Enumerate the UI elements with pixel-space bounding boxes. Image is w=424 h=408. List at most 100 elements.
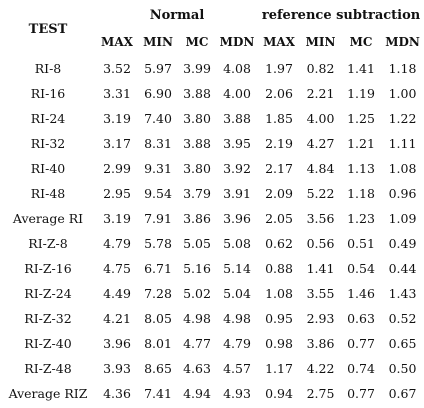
- table-cell: 4.08: [223, 61, 251, 76]
- table-cell: 1.08: [388, 161, 417, 176]
- row-label: RI-Z-8: [28, 236, 68, 251]
- table-cell: 5.78: [144, 236, 172, 251]
- sub-header-row: MAX MIN MC MDN MAX MIN MC MDN: [0, 28, 424, 56]
- table-cell: 5.08: [223, 236, 251, 251]
- row-label: RI-Z-40: [24, 336, 72, 351]
- table-cell: 2.99: [103, 161, 131, 176]
- table-cell: 6.71: [144, 261, 172, 276]
- table-cell: 8.01: [144, 336, 172, 351]
- table-cell: 2.09: [265, 186, 293, 201]
- row-label: RI-32: [30, 136, 66, 151]
- table-cell: 3.52: [103, 61, 131, 76]
- table-cell: 0.98: [265, 336, 293, 351]
- table-cell: 4.57: [223, 361, 251, 376]
- table-cell: 9.54: [144, 186, 172, 201]
- table-cell: 0.74: [347, 361, 375, 376]
- table-row: RI-Z-32 4.21 8.05 4.98 4.98 0.95 2.93 0.63 0.52: [0, 306, 424, 331]
- table-cell: 0.44: [388, 261, 417, 276]
- table-cell: 4.00: [223, 86, 251, 101]
- table-cell: 0.77: [347, 386, 375, 401]
- table-cell: 3.79: [183, 186, 211, 201]
- table-row: RI-Z-16 4.75 6.71 5.16 5.14 0.88 1.41 0.54 0.44: [0, 256, 424, 281]
- table-cell: 3.88: [223, 111, 251, 126]
- table-cell: 1.19: [347, 86, 375, 101]
- table-cell: 4.21: [103, 311, 131, 326]
- table-cell: 4.98: [223, 311, 251, 326]
- row-label: RI-Z-16: [24, 261, 72, 276]
- column-header: MAX: [101, 35, 133, 49]
- row-label: RI-Z-32: [24, 311, 72, 326]
- table-row: RI-Z-8 4.79 5.78 5.05 5.08 0.62 0.56 0.51 0.49: [0, 231, 424, 256]
- table-cell: 1.43: [388, 286, 417, 301]
- table-cell: 1.23: [347, 211, 375, 226]
- table-cell: 4.93: [223, 386, 251, 401]
- reference-subtraction-group-header: reference subtraction: [261, 7, 421, 23]
- table-cell: 3.92: [223, 161, 251, 176]
- table-row: Average RI 3.19 7.91 3.86 3.96 2.05 3.56 1.23 1.…: [0, 206, 424, 231]
- table-cell: 8.65: [144, 361, 172, 376]
- row-label: Average RIZ: [8, 386, 88, 401]
- table-cell: 8.05: [144, 311, 172, 326]
- table-cell: 0.52: [388, 311, 417, 326]
- table-cell: 0.88: [265, 261, 293, 276]
- table-cell: 5.16: [183, 261, 211, 276]
- table-cell: 3.91: [223, 186, 251, 201]
- table-cell: 2.05: [265, 211, 293, 226]
- table-cell: 3.80: [183, 161, 211, 176]
- test-column-header: TEST: [28, 21, 68, 37]
- column-header: MC: [349, 35, 373, 49]
- table-cell: 5.14: [223, 261, 251, 276]
- table-cell: 4.36: [103, 386, 131, 401]
- normal-group-header: Normal: [149, 7, 205, 23]
- table-cell: 4.98: [183, 311, 211, 326]
- table-cell: 0.82: [306, 61, 335, 76]
- table-cell: 1.11: [388, 136, 417, 151]
- table-cell: 7.41: [144, 386, 172, 401]
- column-header: MDN: [385, 35, 420, 49]
- table-cell: 2.75: [306, 386, 335, 401]
- table-row: RI-40 2.99 9.31 3.80 3.92 2.17 4.84 1.13 1.08: [0, 156, 424, 181]
- table-cell: 4.94: [183, 386, 211, 401]
- table-cell: 4.49: [103, 286, 131, 301]
- table-row: RI-8 3.52 5.97 3.99 4.08 1.97 0.82 1.41 1.18: [0, 56, 424, 81]
- table-cell: 4.63: [183, 361, 211, 376]
- table-cell: 2.17: [265, 161, 293, 176]
- table-cell: 1.18: [388, 61, 417, 76]
- table-cell: 5.22: [306, 186, 335, 201]
- table-cell: 0.63: [347, 311, 375, 326]
- table-cell: 1.08: [265, 286, 293, 301]
- table-cell: 2.19: [265, 136, 293, 151]
- table-cell: 0.94: [265, 386, 293, 401]
- column-header: MDN: [219, 35, 255, 49]
- table-row: RI-32 3.17 8.31 3.88 3.95 2.19 4.27 1.21 1.11: [0, 131, 424, 156]
- table-cell: 3.96: [103, 336, 131, 351]
- table-cell: 4.27: [306, 136, 335, 151]
- table-cell: 0.62: [265, 236, 293, 251]
- table-row: RI-Z-48 3.93 8.65 4.63 4.57 1.17 4.22 0.74 0.50: [0, 356, 424, 381]
- table-cell: 2.93: [306, 311, 335, 326]
- table-cell: 1.09: [388, 211, 417, 226]
- table-row: RI-48 2.95 9.54 3.79 3.91 2.09 5.22 1.18 0.96: [0, 181, 424, 206]
- table-cell: 0.56: [306, 236, 335, 251]
- table-cell: 1.00: [388, 86, 417, 101]
- table-cell: 0.67: [388, 386, 417, 401]
- table-cell: 7.91: [144, 211, 172, 226]
- table-cell: 0.77: [347, 336, 375, 351]
- table-cell: 1.41: [347, 61, 375, 76]
- column-header: MC: [185, 35, 209, 49]
- row-label: RI-8: [34, 61, 62, 76]
- table-row: RI-Z-40 3.96 8.01 4.77 4.79 0.98 3.86 0.77 0.65: [0, 331, 424, 356]
- table-cell: 3.88: [183, 136, 211, 151]
- table-cell: 2.06: [265, 86, 293, 101]
- table-cell: 5.02: [183, 286, 211, 301]
- table-cell: 4.75: [103, 261, 131, 276]
- table-cell: 3.99: [183, 61, 211, 76]
- column-header: MAX: [263, 35, 295, 49]
- table-row: RI-16 3.31 6.90 3.88 4.00 2.06 2.21 1.19 1.00: [0, 81, 424, 106]
- table-cell: 4.77: [183, 336, 211, 351]
- table-cell: 7.28: [144, 286, 172, 301]
- table-cell: 3.19: [103, 111, 131, 126]
- table-cell: 4.79: [103, 236, 131, 251]
